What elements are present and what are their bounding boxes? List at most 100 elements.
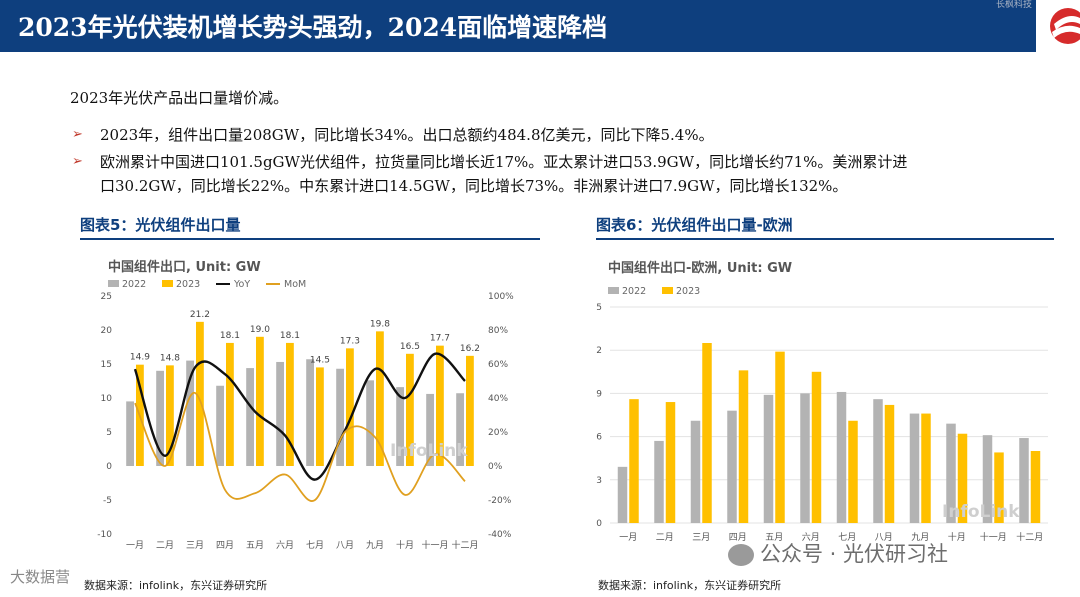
data-label: 14.9 bbox=[130, 353, 150, 363]
top-watermark: 长枫科技 bbox=[996, 0, 1033, 10]
y-tick-label: 10 bbox=[101, 394, 113, 404]
page-title: 2023年光伏装机增长势头强劲，2024面临增速降档 bbox=[18, 13, 608, 42]
legend-swatch-2023 bbox=[662, 287, 673, 294]
bar-2022 bbox=[690, 420, 701, 523]
bullet-2-text-cont: 口30.2GW，同比增长22%。中东累计进口14.5GW，同比增长73%。非洲累… bbox=[100, 177, 848, 195]
x-tick-label: 八月 bbox=[875, 532, 893, 543]
y2-tick-label: 20% bbox=[488, 428, 508, 438]
x-tick-label: 四月 bbox=[729, 532, 747, 543]
legend-label-2023: 2023 bbox=[676, 286, 700, 297]
data-label: 18.1 bbox=[280, 331, 300, 341]
x-tick-label: 四月 bbox=[216, 540, 234, 551]
y-tick-label: 3 bbox=[596, 476, 602, 486]
y-tick-label: 25 bbox=[101, 292, 112, 302]
bar-2023 bbox=[226, 342, 234, 466]
y2-tick-label: 40% bbox=[488, 394, 508, 404]
x-tick-label: 六月 bbox=[802, 531, 820, 543]
bottom-left-watermark-text: 大数据营 bbox=[10, 568, 71, 586]
data-label: 16.5 bbox=[400, 342, 420, 352]
legend-label-2022: 2022 bbox=[622, 286, 646, 297]
bar-2022 bbox=[216, 385, 224, 466]
x-tick-label: 一月 bbox=[126, 540, 144, 551]
bar-2023 bbox=[848, 420, 858, 523]
x-tick-label: 三月 bbox=[186, 540, 204, 551]
bar-2022 bbox=[456, 393, 464, 466]
bar-2022 bbox=[982, 435, 993, 523]
data-label: 18.1 bbox=[220, 331, 240, 341]
bar-2023 bbox=[1030, 451, 1041, 523]
bar-2023 bbox=[256, 336, 264, 466]
y-tick-label: -10 bbox=[97, 530, 112, 540]
bar-2022 bbox=[426, 393, 434, 466]
chart-title: 中国组件出口, Unit: GW bbox=[108, 259, 261, 275]
bar-2022 bbox=[186, 360, 194, 466]
bar-2023 bbox=[629, 399, 639, 523]
bar-2022 bbox=[396, 387, 404, 466]
bar-2022 bbox=[654, 440, 664, 523]
legend-label-YoY: YoY bbox=[233, 279, 250, 290]
x-tick-label: 十月 bbox=[948, 531, 966, 543]
bar-2023 bbox=[406, 353, 414, 466]
bar-2022 bbox=[306, 359, 314, 466]
bar-2022 bbox=[1019, 438, 1029, 523]
legend-swatch-2023 bbox=[162, 280, 173, 287]
bar-2023 bbox=[738, 370, 749, 523]
bar-2023 bbox=[921, 413, 931, 523]
y-tick-label: 5 bbox=[106, 428, 112, 438]
bar-2022 bbox=[126, 401, 134, 466]
figure5-rule bbox=[80, 238, 540, 240]
bar-2022 bbox=[156, 370, 164, 466]
arrow-bullet-icon: ➢ bbox=[72, 127, 83, 142]
x-tick-label: 十月 bbox=[396, 539, 414, 551]
legend-label-MoM: MoM bbox=[284, 279, 306, 290]
bar-2023 bbox=[665, 402, 676, 523]
chart-china-module-exports: 中国组件出口, Unit: GW 2022 2023 YoY MoM 25 20 15 10 5 0… bbox=[80, 246, 542, 566]
data-label: 21.2 bbox=[190, 310, 210, 320]
x-tick-label: 二月 bbox=[656, 532, 674, 543]
x-tick-label: 二月 bbox=[156, 540, 174, 551]
wechat-icon bbox=[728, 544, 754, 566]
bar-2022 bbox=[800, 393, 810, 523]
x-tick-label: 十二月 bbox=[451, 539, 478, 551]
legend-label-2022: 2022 bbox=[122, 279, 146, 290]
brand-logo-icon bbox=[1050, 8, 1080, 44]
arrow-bullet-icon: ➢ bbox=[72, 154, 83, 169]
bar-2022 bbox=[246, 368, 254, 466]
figure6-rule bbox=[596, 238, 1054, 240]
intro-text: 2023年光伏产品出口量增价减。 bbox=[70, 89, 289, 107]
data-label: 14.5 bbox=[310, 355, 330, 365]
bar-2023 bbox=[957, 433, 968, 523]
y2-tick-label: 0% bbox=[488, 462, 503, 472]
y-tick-label: 6 bbox=[596, 433, 602, 443]
bar-2023 bbox=[994, 452, 1004, 523]
data-label: 19.8 bbox=[370, 319, 390, 329]
y-tick-label: 12 bbox=[596, 346, 602, 356]
bar-2023 bbox=[166, 365, 174, 466]
x-tick-label: 一月 bbox=[619, 532, 637, 543]
bar-2023 bbox=[196, 321, 204, 466]
x-tick-label: 六月 bbox=[276, 539, 294, 551]
y-tick-label: 0 bbox=[106, 462, 112, 472]
legend-label-2023: 2023 bbox=[176, 279, 200, 290]
x-tick-label: 三月 bbox=[692, 532, 710, 543]
bar-2023 bbox=[316, 367, 324, 466]
x-tick-label: 七月 bbox=[306, 540, 324, 551]
bar-2022 bbox=[276, 361, 284, 466]
bar-2023 bbox=[702, 343, 712, 523]
x-tick-label: 五月 bbox=[246, 540, 264, 551]
x-tick-label: 五月 bbox=[765, 532, 783, 543]
x-tick-label: 八月 bbox=[336, 540, 354, 551]
bar-2023 bbox=[436, 345, 444, 466]
y-tick-label: 15 bbox=[101, 360, 112, 370]
bar-2022 bbox=[366, 380, 374, 466]
bar-2023 bbox=[811, 371, 822, 523]
chart-watermark: InfoLink bbox=[390, 441, 468, 461]
y-tick-label: 0 bbox=[596, 519, 602, 529]
bar-2023 bbox=[884, 404, 895, 523]
y-tick-label: 20 bbox=[101, 326, 113, 336]
data-label: 19.0 bbox=[250, 325, 270, 335]
y2-tick-label: 100% bbox=[488, 292, 514, 302]
data-label: 17.3 bbox=[340, 336, 360, 346]
figure6-caption: 图表6：光伏组件出口量-欧洲 bbox=[596, 216, 793, 234]
x-tick-label: 十一月 bbox=[421, 539, 448, 551]
